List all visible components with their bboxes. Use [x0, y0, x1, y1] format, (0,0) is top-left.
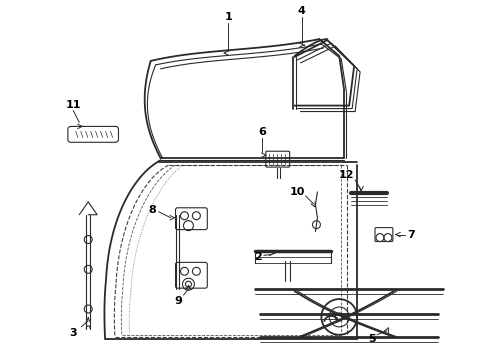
Text: 1: 1	[224, 12, 232, 22]
Text: 7: 7	[407, 230, 415, 239]
Text: 9: 9	[174, 296, 182, 306]
Text: 12: 12	[339, 170, 354, 180]
Text: 8: 8	[149, 205, 157, 215]
Text: 2: 2	[254, 252, 262, 262]
Text: 6: 6	[258, 127, 266, 138]
Text: 5: 5	[368, 334, 376, 344]
Text: 3: 3	[70, 328, 77, 338]
Text: 4: 4	[297, 6, 305, 16]
Text: 10: 10	[290, 187, 305, 197]
Text: 11: 11	[66, 100, 81, 109]
